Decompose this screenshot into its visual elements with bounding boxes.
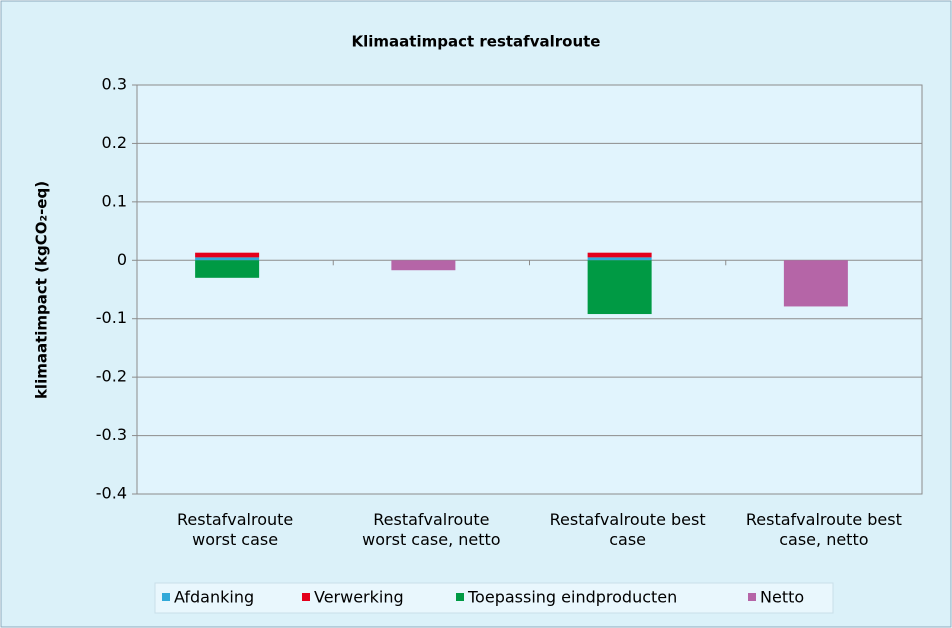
bar-segment: [195, 252, 260, 258]
y-tick-label: 0.3: [102, 75, 127, 94]
y-tick-label: -0.3: [96, 425, 127, 444]
bar-segment: [783, 260, 848, 307]
bar-segment: [195, 260, 260, 278]
legend-label: Verwerking: [314, 588, 404, 607]
bar-segment: [195, 257, 260, 261]
legend-swatch: [302, 593, 310, 601]
chart-title: Klimaatimpact restafvalroute: [352, 33, 601, 51]
x-tick-label: Restafvalroute worst case: [176, 510, 294, 549]
x-tick-label: Restafvalroute best case: [549, 510, 706, 549]
y-tick-label: 0.1: [102, 191, 127, 210]
legend-swatch: [748, 593, 756, 601]
x-tick-label: Restafvalroute worst case, netto: [362, 510, 501, 549]
legend-label: Toepassing eindproducten: [467, 588, 677, 607]
legend-swatch: [456, 593, 464, 601]
legend-swatch: [162, 593, 170, 601]
y-tick-label: 0: [117, 250, 127, 269]
bar-segment: [587, 260, 652, 315]
legend-label: Netto: [760, 588, 804, 607]
bar-segment: [391, 260, 456, 271]
x-tick-label-box: Restafvalroute best case: [549, 510, 706, 549]
x-tick-label-box: Restafvalroute worst case, netto: [362, 510, 501, 549]
y-tick-label: -0.2: [96, 367, 127, 386]
y-tick-label: -0.4: [96, 484, 127, 503]
y-tick-label: -0.1: [96, 308, 127, 327]
x-tick-label-box: Restafvalroute best case, netto: [745, 510, 902, 549]
x-tick-label-box: Restafvalroute worst case: [176, 510, 294, 549]
y-tick-label: 0.2: [102, 133, 127, 152]
legend: [154, 582, 834, 614]
bar-segment: [587, 257, 652, 261]
legend-label: Afdanking: [174, 588, 254, 607]
y-axis-title: klimaatimpact (kgCO₂-eq): [33, 181, 51, 399]
x-tick-label: Restafvalroute best case, netto: [745, 510, 902, 549]
bar-segment: [587, 252, 652, 258]
